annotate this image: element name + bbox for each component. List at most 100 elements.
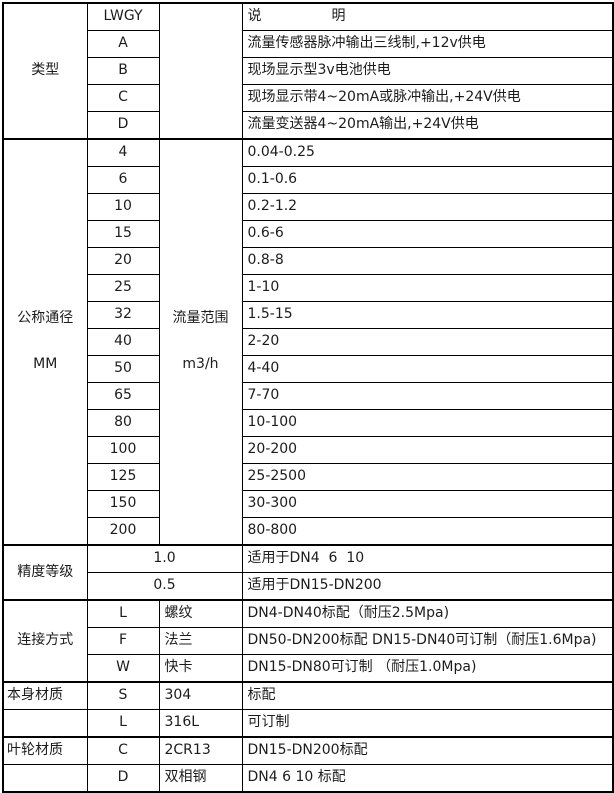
diameter-label-line1: 公称通径 bbox=[17, 310, 74, 327]
table-row: 200 80-800 bbox=[3, 517, 614, 546]
range-cell: 4-40 bbox=[241, 355, 614, 383]
table-row: 本身材质 S 304 标配 bbox=[2, 681, 614, 710]
impeller-material-desc-cell: DN15-DN200标配 bbox=[241, 736, 614, 765]
size-cell: 50 bbox=[86, 355, 160, 383]
table-row: 125 25-2500 bbox=[3, 463, 614, 491]
connection-name-cell: 法兰 bbox=[158, 627, 243, 655]
table-row: 32 1.5-15 bbox=[3, 301, 614, 329]
size-cell: 6 bbox=[86, 166, 160, 194]
impeller-material-code-cell: D bbox=[86, 764, 160, 793]
empty-cell bbox=[2, 709, 88, 738]
empty-cell bbox=[2, 764, 88, 793]
accuracy-section-label: 精度等级 bbox=[2, 544, 88, 601]
impeller-material-code-cell: C bbox=[86, 736, 160, 765]
accuracy-desc-cell: 适用于DN15-DN200 bbox=[241, 572, 614, 601]
accuracy-grade-cell: 0.5 bbox=[86, 572, 243, 601]
connection-desc-cell: DN50-DN200标配 DN15-DN40可订制（耐压1.6Mpa) bbox=[241, 627, 614, 655]
type-desc-cell: 流量变送器4~20mA输出,+24V供电 bbox=[241, 111, 614, 140]
connection-desc-cell: DN4-DN40标配（耐压2.5Mpa) bbox=[241, 599, 614, 628]
table-row: D 双相钢 DN4 6 10 标配 bbox=[2, 764, 614, 793]
table-row: 15 0.6-6 bbox=[3, 220, 614, 248]
table-row: W 快卡 DN15-DN80可订制 （耐压1.0Mpa) bbox=[3, 654, 614, 683]
table-row: L 316L 可订制 bbox=[2, 709, 614, 738]
range-cell: 20-200 bbox=[241, 436, 614, 464]
range-cell: 0.6-6 bbox=[241, 220, 614, 248]
range-cell: 0.04-0.25 bbox=[241, 138, 614, 167]
body-material-name-cell: 304 bbox=[158, 681, 243, 710]
table-row: B 现场显示型3v电池供电 bbox=[3, 57, 614, 85]
size-cell: 40 bbox=[86, 328, 160, 356]
accuracy-desc-cell: 适用于DN4 6 10 bbox=[241, 544, 614, 573]
size-cell: 10 bbox=[86, 193, 160, 221]
size-cell: 150 bbox=[86, 490, 160, 518]
type-section-label: 类型 bbox=[2, 2, 88, 140]
size-cell: 4 bbox=[86, 138, 160, 167]
type-desc-cell: 流量传感器脉冲输出三线制,+12v供电 bbox=[241, 30, 614, 58]
table-row: 10 0.2-1.2 bbox=[3, 193, 614, 221]
type-code-cell: D bbox=[86, 111, 160, 140]
range-cell: 30-300 bbox=[241, 490, 614, 518]
flow-range-label-line1: 流量范围 bbox=[172, 310, 229, 327]
body-material-name-cell: 316L bbox=[158, 709, 243, 738]
size-cell: 125 bbox=[86, 463, 160, 491]
body-material-desc-cell: 标配 bbox=[241, 681, 614, 710]
size-cell: 15 bbox=[86, 220, 160, 248]
connection-code-cell: F bbox=[86, 627, 160, 655]
range-cell: 0.1-0.6 bbox=[241, 166, 614, 194]
table-row: 40 2-20 bbox=[3, 328, 614, 356]
table-row: A 流量传感器脉冲输出三线制,+12v供电 bbox=[3, 30, 614, 58]
range-cell: 0.2-1.2 bbox=[241, 193, 614, 221]
type-desc-cell: 现场显示型3v电池供电 bbox=[241, 57, 614, 85]
connection-code-cell: W bbox=[86, 654, 160, 683]
impeller-material-name-cell: 双相钢 bbox=[158, 764, 243, 793]
table-row: 100 20-200 bbox=[3, 436, 614, 464]
size-cell: 65 bbox=[86, 382, 160, 410]
body-material-code-cell: L bbox=[86, 709, 160, 738]
accuracy-grade-cell: 1.0 bbox=[86, 544, 243, 573]
size-cell: 200 bbox=[86, 517, 160, 546]
type-code-cell: B bbox=[86, 57, 160, 85]
table-row: 80 10-100 bbox=[3, 409, 614, 437]
size-cell: 32 bbox=[86, 301, 160, 329]
description-header: 说 明 bbox=[241, 2, 614, 31]
impeller-material-name-cell: 2CR13 bbox=[158, 736, 243, 765]
flow-range-label: 流量范围 m3/h bbox=[158, 138, 243, 546]
diameter-label-line2: MM bbox=[33, 356, 58, 373]
size-cell: 20 bbox=[86, 247, 160, 275]
range-cell: 2-20 bbox=[241, 328, 614, 356]
table-row: 精度等级 1.0 适用于DN4 6 10 bbox=[2, 544, 614, 601]
table-row: 0.5 适用于DN15-DN200 bbox=[3, 572, 614, 601]
range-cell: 7-70 bbox=[241, 382, 614, 410]
table-row: 25 1-10 bbox=[3, 274, 614, 302]
type-code-cell: C bbox=[86, 84, 160, 112]
size-cell: 25 bbox=[86, 274, 160, 302]
type-code-cell: A bbox=[86, 30, 160, 58]
range-cell: 0.8-8 bbox=[241, 247, 614, 275]
table-row: D 流量变送器4~20mA输出,+24V供电 bbox=[3, 111, 614, 140]
range-cell: 10-100 bbox=[241, 409, 614, 437]
range-cell: 25-2500 bbox=[241, 463, 614, 491]
table-row: 连接方式 L 螺纹 DN4-DN40标配（耐压2.5Mpa) bbox=[2, 599, 614, 683]
diameter-section-label: 公称通径 MM bbox=[2, 138, 88, 546]
body-material-section-label: 本身材质 bbox=[2, 681, 88, 710]
table-row: C 现场显示带4~20mA或脉冲输出,+24V供电 bbox=[3, 84, 614, 112]
model-code-header: LWGY bbox=[86, 2, 160, 31]
table-row: 公称通径 MM 4 流量范围 m3/h 0.04-0.25 bbox=[2, 138, 614, 546]
connection-name-cell: 螺纹 bbox=[158, 599, 243, 628]
table-row: 叶轮材质 C 2CR13 DN15-DN200标配 bbox=[2, 736, 614, 765]
range-cell: 1.5-15 bbox=[241, 301, 614, 329]
connection-code-cell: L bbox=[86, 599, 160, 628]
table-row: 20 0.8-8 bbox=[3, 247, 614, 275]
size-cell: 100 bbox=[86, 436, 160, 464]
type-desc-cell: 现场显示带4~20mA或脉冲输出,+24V供电 bbox=[241, 84, 614, 112]
table-row: 类型 LWGY 说 明 bbox=[2, 2, 614, 140]
table-row: 65 7-70 bbox=[3, 382, 614, 410]
range-cell: 1-10 bbox=[241, 274, 614, 302]
impeller-material-section-label: 叶轮材质 bbox=[2, 736, 88, 765]
range-cell: 80-800 bbox=[241, 517, 614, 546]
empty-spacer-cell bbox=[158, 2, 243, 140]
body-material-desc-cell: 可订制 bbox=[241, 709, 614, 738]
table-row: F 法兰 DN50-DN200标配 DN15-DN40可订制（耐压1.6Mpa) bbox=[3, 627, 614, 655]
size-cell: 80 bbox=[86, 409, 160, 437]
